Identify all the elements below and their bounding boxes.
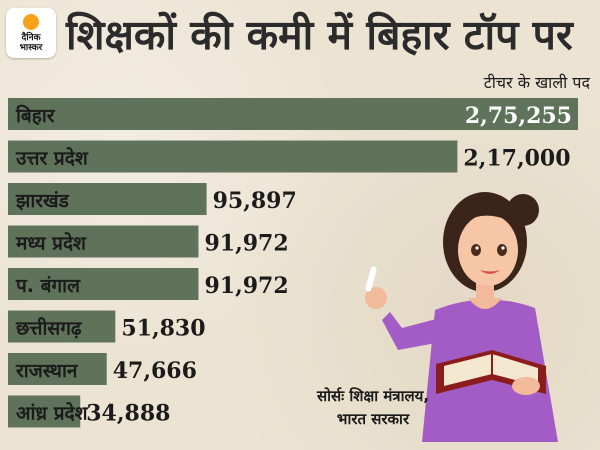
bar <box>8 268 199 300</box>
value-label: 2,75,255 <box>465 103 572 129</box>
brand-logo: दैनिक भास्कर <box>6 8 56 58</box>
category-label: मध्य प्रदेश <box>15 232 87 255</box>
value-label: 34,888 <box>86 401 170 427</box>
bar <box>8 183 207 215</box>
source-note: सोर्सः शिक्षा मंत्रालय, भारत सरकार <box>298 385 448 435</box>
bar <box>8 310 116 343</box>
value-label: 47,666 <box>113 358 197 384</box>
source-line1: सोर्सः शिक्षा मंत्रालय, <box>316 387 430 405</box>
brand-line1: दैनिक <box>21 33 41 43</box>
bar <box>8 225 199 258</box>
teacher-illustration <box>365 192 558 442</box>
bar <box>8 98 578 130</box>
value-label: 91,972 <box>204 231 288 257</box>
brand-line2: भास्कर <box>19 43 43 53</box>
value-label: 51,830 <box>121 316 205 342</box>
category-label: प. बंगाल <box>15 275 81 297</box>
bar <box>8 353 107 385</box>
sun-icon <box>23 14 39 30</box>
category-label: राजस्थान <box>15 360 79 382</box>
bar <box>8 140 458 173</box>
value-label: 91,972 <box>204 273 288 299</box>
bar <box>8 395 81 428</box>
category-label: झारखंड <box>15 190 70 212</box>
source-line2: भारत सरकार <box>336 410 410 428</box>
category-label: आंध्र प्रदेश <box>16 402 89 425</box>
category-label: बिहार <box>15 104 56 127</box>
category-label: उत्तर प्रदेश <box>15 147 89 170</box>
page-title: शिक्षकों की कमी में बिहार टॉप पर <box>66 11 573 59</box>
value-label: 95,897 <box>213 188 297 214</box>
chart-legend: टीचर के खाली पद <box>483 73 590 92</box>
category-label: छत्तीसगढ़ <box>15 317 83 340</box>
value-label: 2,17,000 <box>463 146 570 172</box>
